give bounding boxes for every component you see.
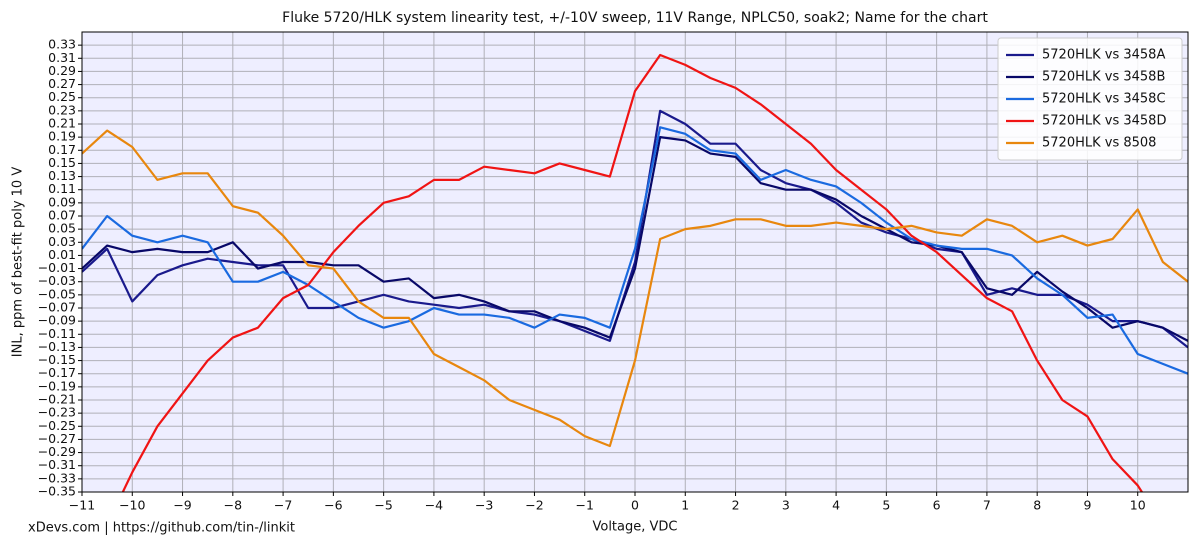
x-tick-label: −3 bbox=[475, 498, 493, 513]
y-tick-label: 0.09 bbox=[48, 194, 76, 209]
y-tick-label: 0.25 bbox=[48, 89, 76, 104]
y-tick-label: −0.19 bbox=[38, 378, 76, 393]
y-tick-label: −0.15 bbox=[38, 352, 76, 367]
x-tick-label: −5 bbox=[374, 498, 392, 513]
y-tick-label: −0.29 bbox=[38, 444, 76, 459]
x-tick-label: 2 bbox=[732, 498, 740, 513]
grid bbox=[81, 32, 1188, 493]
y-tick-label: 0.31 bbox=[48, 50, 76, 65]
legend-label: 5720HLK vs 3458A bbox=[1042, 48, 1165, 63]
y-tick-label: −0.17 bbox=[38, 365, 76, 380]
y-tick-label: 0.11 bbox=[48, 181, 76, 196]
legend-label: 5720HLK vs 3458B bbox=[1042, 70, 1165, 85]
chart-title: Fluke 5720/HLK system linearity test, +/… bbox=[282, 10, 988, 26]
x-tick-label: 6 bbox=[933, 498, 941, 513]
y-tick-label: −0.23 bbox=[38, 405, 76, 420]
x-tick-label: −10 bbox=[119, 498, 145, 513]
y-tick-label: 0.21 bbox=[48, 116, 76, 131]
ticks: −11 −10 −9 −8 −7 −6 −5 −4 −3 −2 −1 0 1 2 3 4 5 6 7 8 9 10−0.3… bbox=[38, 37, 1146, 513]
y-tick-label: −0.09 bbox=[38, 313, 76, 328]
legend-label: 5720HLK vs 8508 bbox=[1042, 136, 1156, 151]
y-tick-label: −0.31 bbox=[38, 457, 76, 472]
footer: xDevs.com | https://github.com/tin-/link… bbox=[28, 521, 295, 536]
y-tick-label: −0.25 bbox=[38, 418, 76, 433]
y-tick-label: 0.05 bbox=[48, 221, 76, 236]
x-tick-label: −6 bbox=[324, 498, 342, 513]
x-tick-label: 0 bbox=[631, 498, 639, 513]
legend: 5720HLK vs 3458A 5720HLK vs 3458B 5720HLK … bbox=[997, 37, 1183, 161]
series-line bbox=[121, 53, 1144, 492]
y-tick-label: 0.19 bbox=[48, 129, 76, 144]
y-tick-label: 0.29 bbox=[48, 63, 76, 78]
y-tick-label: −0.11 bbox=[38, 326, 76, 341]
y-tick-label: −0.27 bbox=[38, 431, 76, 446]
y-tick-label: −0.07 bbox=[38, 300, 76, 315]
x-tick-label: 4 bbox=[832, 498, 840, 513]
y-tick-label: 0.07 bbox=[48, 208, 76, 223]
x-tick-label: −8 bbox=[224, 498, 242, 513]
y-axis-label: INL, ppm of best-fit poly 10 V bbox=[11, 167, 26, 358]
y-tick-label: −0.13 bbox=[38, 339, 76, 354]
series-lines bbox=[82, 53, 1188, 492]
y-tick-label: 0.23 bbox=[48, 102, 76, 117]
y-tick-label: −0.33 bbox=[38, 470, 76, 485]
x-tick-label: −4 bbox=[425, 498, 443, 513]
x-tick-label: 5 bbox=[882, 498, 890, 513]
x-tick-label: 10 bbox=[1130, 498, 1146, 513]
y-tick-label: −0.35 bbox=[38, 484, 76, 499]
y-tick-label: −0.01 bbox=[38, 260, 76, 275]
y-tick-label: 0.27 bbox=[48, 76, 76, 91]
x-tick-label: 7 bbox=[983, 498, 991, 513]
y-tick-label: 0.17 bbox=[48, 142, 76, 157]
series-line bbox=[82, 129, 1188, 448]
x-tick-label: 1 bbox=[681, 498, 689, 513]
y-tick-label: 0.15 bbox=[48, 155, 76, 170]
y-tick-label: 0.33 bbox=[48, 37, 76, 52]
x-tick-label: −7 bbox=[274, 498, 292, 513]
legend-box bbox=[997, 37, 1183, 161]
series-line bbox=[82, 136, 1188, 342]
y-tick-label: −0.03 bbox=[38, 273, 76, 288]
x-tick-label: 3 bbox=[782, 498, 790, 513]
x-tick-label: 8 bbox=[1033, 498, 1041, 513]
y-tick-label: −0.21 bbox=[38, 392, 76, 407]
legend-label: 5720HLK vs 3458D bbox=[1042, 114, 1166, 129]
series-line bbox=[82, 126, 1188, 375]
y-tick-label: 0.01 bbox=[48, 247, 76, 262]
legend-label: 5720HLK vs 3458C bbox=[1042, 92, 1166, 107]
x-axis-label: Voltage, VDC bbox=[592, 520, 677, 535]
y-tick-label: 0.13 bbox=[48, 168, 76, 183]
y-tick-label: 0.03 bbox=[48, 234, 76, 249]
x-tick-label: −11 bbox=[69, 498, 95, 513]
x-tick-label: −1 bbox=[576, 498, 594, 513]
y-tick-label: −0.05 bbox=[38, 286, 76, 301]
x-tick-label: 9 bbox=[1083, 498, 1091, 513]
x-tick-label: −2 bbox=[525, 498, 543, 513]
x-tick-label: −9 bbox=[173, 498, 191, 513]
